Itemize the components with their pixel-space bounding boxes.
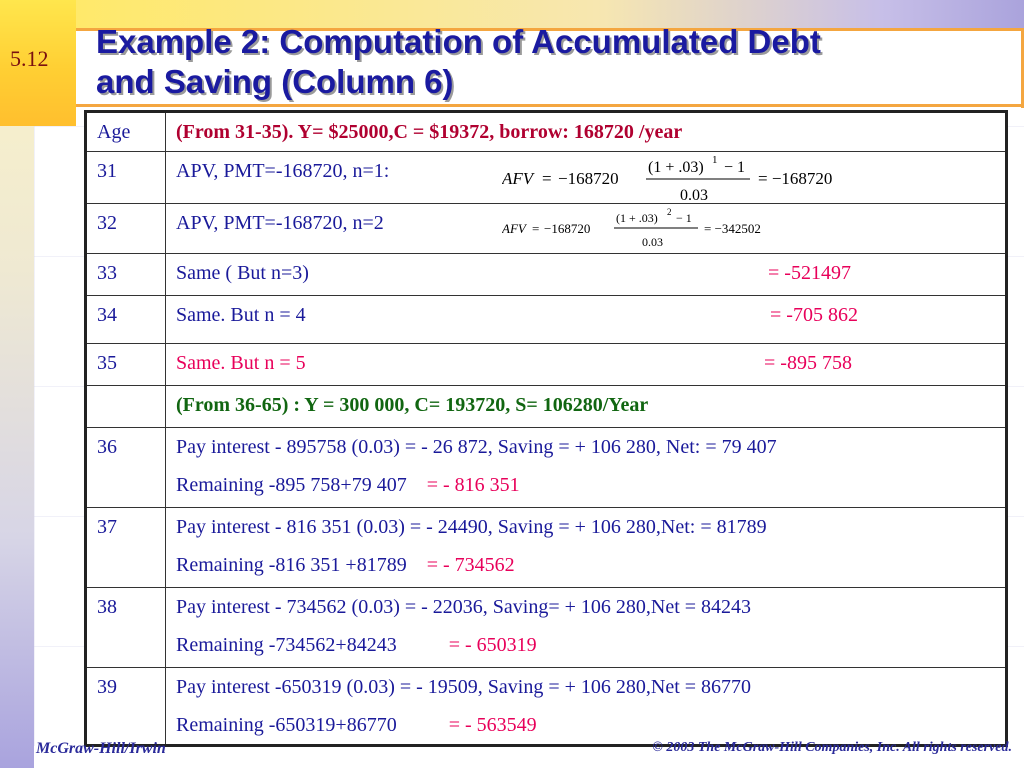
age-cell: 34 — [85, 295, 166, 344]
age-cell: 37 — [85, 507, 166, 588]
row-desc-cell: APV, PMT=-168720, n=2 AFV = −168720 (1 +… — [165, 203, 1007, 254]
table-row: 31 APV, PMT=-168720, n=1: AFV = −168720 … — [85, 151, 1007, 204]
section-desc-cell: (From 36-65) : Y = 300 000, C= 193720, S… — [165, 385, 1007, 428]
row-desc-cell: Same ( But n=3) = -521497 — [165, 253, 1007, 296]
footer-copyright: © 2003 The McGraw-Hill Companies, Inc. A… — [652, 740, 1012, 755]
row-desc-cell: Pay interest - 895758 (0.03) = - 26 872,… — [165, 427, 1007, 508]
slide-number: 5.12 — [10, 46, 49, 71]
row-line2: Remaining -816 351 +81789 = - 734562 — [176, 554, 515, 576]
left-decor-stripe — [0, 0, 34, 768]
formula-num-tail: − 1 — [676, 211, 692, 225]
table-row: 35 Same. But n = 5 = -895 758 — [85, 343, 1007, 386]
formula-eq: = — [542, 169, 552, 188]
table-row: 34 Same. But n = 4 = -705 862 — [85, 295, 1007, 344]
formula-num: (1 + .03) — [616, 211, 658, 225]
title-rule — [76, 104, 1024, 107]
row-line1: Pay interest - 816 351 (0.03) = - 24490,… — [176, 516, 767, 538]
formula-coef: −168720 — [558, 169, 619, 188]
header-desc-cell: (From 31-35). Y= $25000,C = $19372, borr… — [165, 111, 1007, 152]
row-text: Same. But n = 4 — [176, 304, 306, 326]
age-cell: 31 — [85, 151, 166, 204]
age-cell: 35 — [85, 343, 166, 386]
table-header-row: Age (From 31-35). Y= $25000,C = $19372, … — [85, 111, 1007, 152]
row-desc-cell: Same. But n = 5 = -895 758 — [165, 343, 1007, 386]
formula-lhs: AFV — [502, 221, 528, 236]
row-text: Same. But n = 5 — [176, 352, 306, 374]
table-row: 32 APV, PMT=-168720, n=2 AFV = −168720 (… — [85, 203, 1007, 254]
formula-result: = −342502 — [704, 221, 761, 236]
row-line2: Remaining -734562+84243 = - 650319 — [176, 634, 537, 656]
formula-eq: = — [532, 221, 539, 236]
age-cell: 38 — [85, 587, 166, 668]
row-line2: Remaining -650319+86770 = - 563549 — [176, 714, 537, 736]
row-desc-cell: Pay interest -650319 (0.03) = - 19509, S… — [165, 667, 1007, 746]
row-desc-cell: Same. But n = 4 = -705 862 — [165, 295, 1007, 344]
slide-number-box: 5.12 — [0, 0, 76, 126]
row-text: APV, PMT=-168720, n=1: — [176, 160, 390, 182]
footer-publisher: McGraw-Hill/Irwin — [36, 740, 166, 757]
table-row: 36 Pay interest - 895758 (0.03) = - 26 8… — [85, 427, 1007, 508]
row-desc-cell: Pay interest - 816 351 (0.03) = - 24490,… — [165, 507, 1007, 588]
row-desc-cell: Pay interest - 734562 (0.03) = - 22036, … — [165, 587, 1007, 668]
row-result: = -705 862 — [770, 304, 858, 326]
afv-formula-n1: AFV = −168720 (1 + .03) 1 − 1 0.03 = −16… — [502, 154, 832, 204]
row-line1: Pay interest -650319 (0.03) = - 19509, S… — [176, 676, 752, 698]
row-line1: Pay interest - 895758 (0.03) = - 26 872,… — [176, 436, 777, 458]
formula-lhs: AFV — [502, 169, 536, 188]
section-header-row: (From 36-65) : Y = 300 000, C= 193720, S… — [85, 385, 1007, 428]
age-cell: 36 — [85, 427, 166, 508]
afv-formula-n2: AFV = −168720 (1 + .03) 2 − 1 0.03 = −34… — [502, 207, 761, 249]
slide-title-line1: Example 2: Computation of Accumulated De… — [96, 23, 821, 60]
table-row: 39 Pay interest -650319 (0.03) = - 19509… — [85, 667, 1007, 746]
row-line1: Pay interest - 734562 (0.03) = - 22036, … — [176, 596, 752, 618]
age-cell: 39 — [85, 667, 166, 746]
row-result: = -521497 — [768, 262, 851, 284]
formula-coef: −168720 — [544, 221, 590, 236]
debt-saving-table: Age (From 31-35). Y= $25000,C = $19372, … — [84, 110, 1008, 747]
header-desc: (From 31-35). Y= $25000,C = $19372, borr… — [176, 121, 683, 143]
age-cell: 33 — [85, 253, 166, 296]
table-row: 38 Pay interest - 734562 (0.03) = - 2203… — [85, 587, 1007, 668]
row-line2: Remaining -895 758+79 407 = - 816 351 — [176, 474, 520, 496]
formula-num-tail: − 1 — [724, 159, 745, 176]
row-text: APV, PMT=-168720, n=2 — [176, 212, 384, 234]
top-decor-band — [76, 0, 1024, 28]
slide-title: Example 2: Computation of Accumulated De… — [96, 22, 1006, 102]
row-desc-cell: APV, PMT=-168720, n=1: AFV = −168720 (1 … — [165, 151, 1007, 204]
age-cell: 32 — [85, 203, 166, 254]
formula-den: 0.03 — [680, 187, 708, 204]
section-desc: (From 36-65) : Y = 300 000, C= 193720, S… — [176, 394, 649, 416]
age-header: Age — [85, 111, 166, 152]
formula-exp: 1 — [712, 154, 718, 166]
row-text: Same ( But n=3) — [176, 262, 309, 284]
top-band-rule — [76, 28, 1024, 31]
table-row: 33 Same ( But n=3) = -521497 — [85, 253, 1007, 296]
age-cell — [85, 385, 166, 428]
formula-result: = −168720 — [758, 169, 832, 188]
formula-den: 0.03 — [642, 235, 663, 249]
table-row: 37 Pay interest - 816 351 (0.03) = - 244… — [85, 507, 1007, 588]
formula-exp: 2 — [667, 207, 672, 217]
row-result: = -895 758 — [764, 352, 852, 374]
slide-title-line2: and Saving (Column 6) — [96, 63, 454, 100]
right-edge-rule — [1021, 28, 1024, 108]
formula-num: (1 + .03) — [648, 159, 704, 176]
